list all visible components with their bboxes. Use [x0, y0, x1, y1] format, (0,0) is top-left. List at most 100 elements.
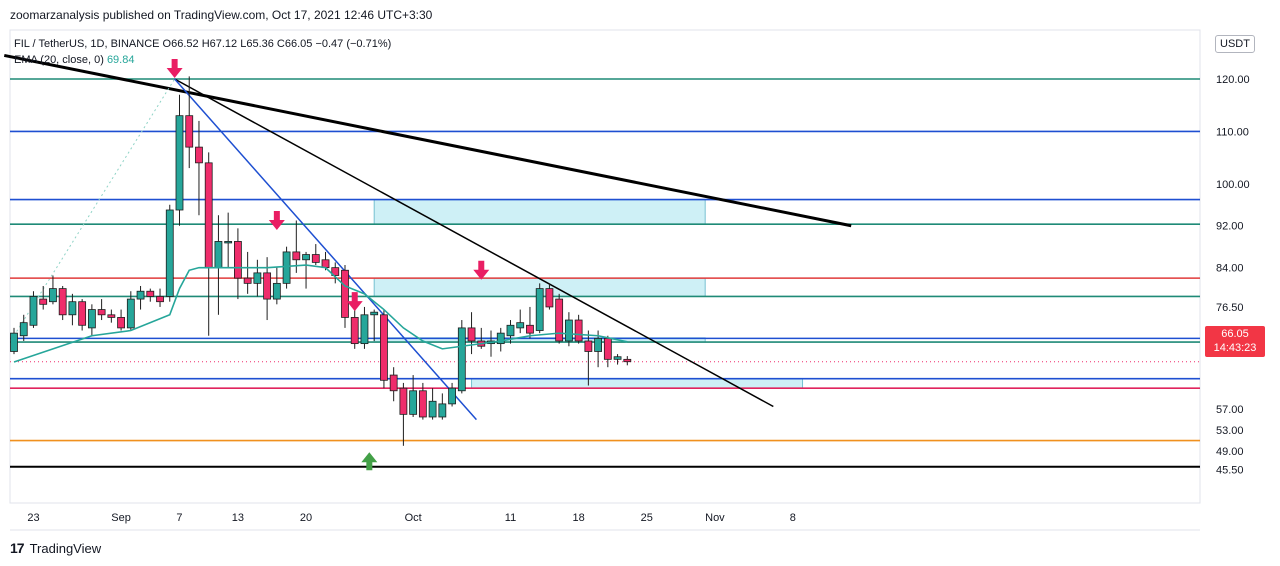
candle[interactable] — [496, 327, 505, 352]
candle[interactable] — [165, 204, 174, 302]
candle-body — [156, 296, 164, 303]
candle[interactable] — [399, 382, 408, 446]
candle[interactable] — [448, 382, 456, 407]
support-resistance-zone[interactable] — [471, 378, 804, 389]
candle-body — [302, 254, 310, 261]
candle[interactable] — [428, 388, 437, 420]
candle-body — [214, 241, 223, 269]
trendline[interactable] — [174, 78, 477, 421]
candle[interactable] — [136, 285, 145, 310]
candle[interactable] — [409, 375, 418, 417]
trendline[interactable] — [174, 78, 774, 408]
candle[interactable] — [360, 306, 369, 349]
candle[interactable] — [29, 291, 38, 328]
plot-frame — [9, 29, 1201, 504]
candle[interactable] — [487, 330, 495, 357]
candle[interactable] — [574, 314, 583, 344]
candle-body — [331, 267, 340, 276]
tradingview-logo-icon: 17 — [10, 540, 25, 556]
candle-body — [29, 296, 38, 326]
candle[interactable] — [331, 262, 340, 284]
candle[interactable] — [457, 320, 466, 394]
candle[interactable] — [341, 265, 349, 328]
candle[interactable] — [516, 309, 525, 334]
candle[interactable] — [224, 212, 233, 268]
candle[interactable] — [380, 309, 388, 389]
candle[interactable] — [389, 367, 398, 402]
y-tick-label: 120.00 — [1216, 74, 1250, 86]
candle[interactable] — [234, 228, 242, 300]
candle[interactable] — [311, 244, 320, 266]
candle[interactable] — [526, 306, 534, 339]
candle[interactable] — [39, 285, 48, 310]
x-tick-label: 25 — [641, 512, 653, 524]
candle[interactable] — [545, 283, 554, 310]
candle-body — [526, 324, 534, 334]
candle-body — [263, 272, 272, 300]
y-tick-label: 76.50 — [1216, 302, 1244, 314]
candle[interactable] — [10, 327, 18, 355]
candle-body — [10, 332, 18, 352]
candle[interactable] — [243, 251, 252, 294]
candle[interactable] — [58, 285, 67, 321]
candle[interactable] — [49, 275, 57, 305]
candle[interactable] — [204, 152, 213, 336]
candle[interactable] — [603, 335, 612, 368]
candle[interactable] — [555, 293, 564, 344]
candle[interactable] — [97, 299, 106, 321]
candle-body — [564, 319, 573, 342]
candle[interactable] — [272, 267, 281, 305]
candle[interactable] — [302, 251, 310, 289]
candle[interactable] — [613, 354, 622, 365]
candle[interactable] — [87, 304, 96, 336]
candle[interactable] — [146, 288, 155, 302]
candle[interactable] — [78, 299, 87, 331]
candle-body — [282, 251, 291, 284]
down-arrow-icon — [473, 260, 490, 280]
candle[interactable] — [185, 76, 194, 169]
candle-body — [496, 332, 505, 345]
trendline[interactable] — [3, 53, 852, 228]
x-tick-label: Nov — [705, 512, 725, 524]
candle[interactable] — [263, 257, 272, 321]
x-tick-label: 8 — [790, 512, 796, 524]
y-tick-label: 84.00 — [1216, 263, 1244, 275]
candle[interactable] — [214, 215, 223, 315]
candle[interactable] — [438, 393, 447, 420]
x-tick-label: 7 — [176, 512, 182, 524]
down-arrow-icon — [346, 292, 363, 312]
candle[interactable] — [68, 293, 77, 326]
candle[interactable] — [418, 382, 427, 420]
candle[interactable] — [370, 309, 379, 341]
trendline[interactable] — [13, 78, 176, 337]
candle-body — [311, 254, 320, 263]
candle[interactable] — [195, 120, 203, 216]
candle-body — [272, 282, 281, 300]
ema-line — [13, 264, 628, 363]
candle[interactable] — [175, 94, 184, 226]
candle[interactable] — [282, 246, 291, 289]
candle[interactable] — [350, 309, 359, 349]
candle[interactable] — [19, 314, 28, 341]
candle-body — [623, 358, 632, 363]
candle[interactable] — [594, 330, 602, 368]
candle[interactable] — [253, 259, 262, 297]
candle[interactable] — [126, 291, 135, 331]
candle[interactable] — [564, 312, 573, 347]
support-resistance-zone[interactable] — [373, 199, 706, 225]
current-price: 66.05 — [1221, 328, 1249, 340]
candle[interactable] — [117, 309, 125, 331]
y-tick-label: 100.00 — [1216, 179, 1250, 191]
candle[interactable] — [535, 283, 544, 334]
x-tick-label: 11 — [505, 512, 516, 524]
candle[interactable] — [467, 312, 476, 355]
candle[interactable] — [107, 309, 116, 323]
candle[interactable] — [292, 220, 301, 273]
y-tick-label: 110.00 — [1216, 126, 1249, 138]
candle-body — [574, 319, 583, 342]
currency-button[interactable]: USDT — [1215, 35, 1255, 53]
candle[interactable] — [584, 330, 593, 386]
candle[interactable] — [156, 288, 164, 307]
candle[interactable] — [623, 356, 632, 366]
